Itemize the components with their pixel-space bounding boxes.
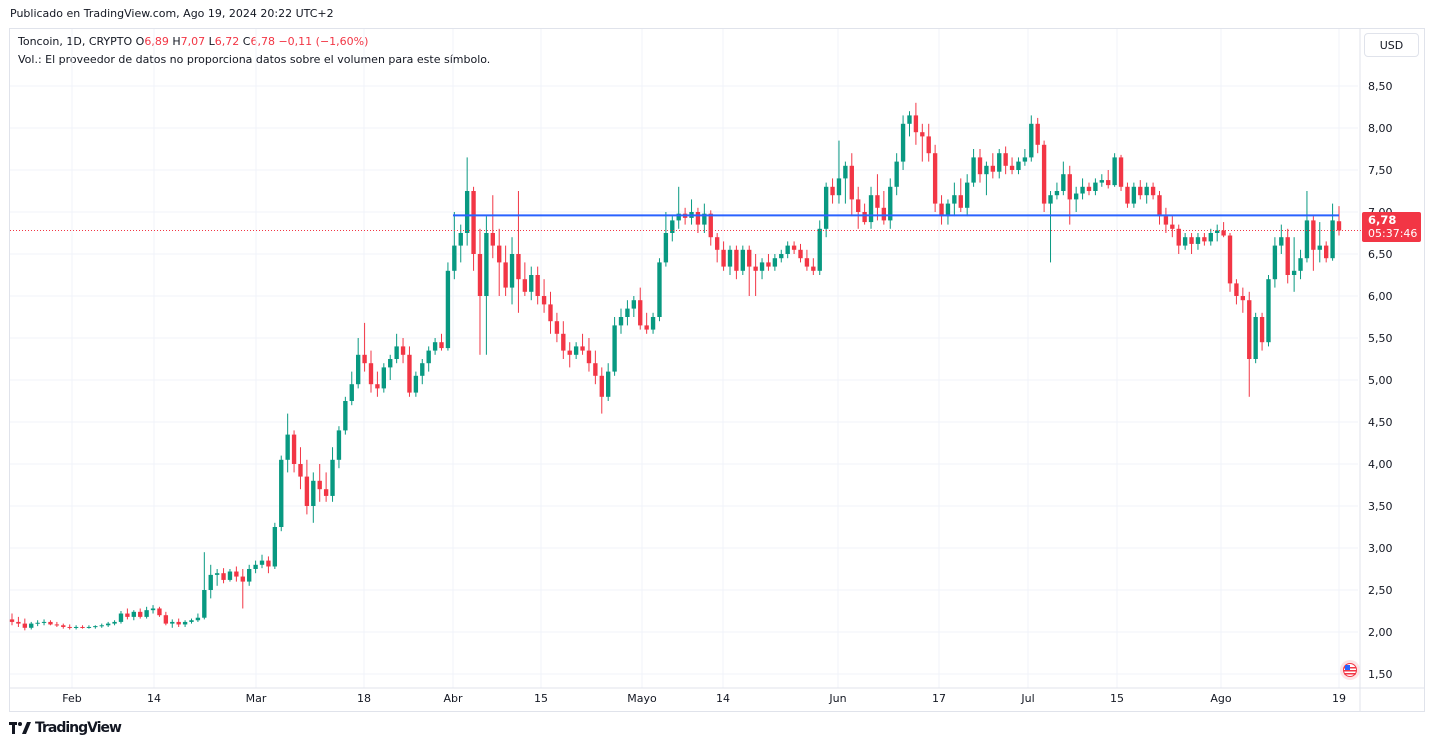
tradingview-logo-icon xyxy=(9,722,31,734)
ohlc-open: O6,89 xyxy=(135,35,169,48)
chart-frame[interactable] xyxy=(9,28,1425,712)
price-change: −0,11 (−1,60%) xyxy=(278,35,369,48)
volume-note: Vol.: El proveedor de datos no proporcio… xyxy=(18,53,491,66)
last-price: 6,78 xyxy=(1368,213,1397,227)
tradingview-footer[interactable]: TradingView xyxy=(9,720,122,736)
tradingview-brand: TradingView xyxy=(35,720,122,736)
bar-countdown: 05:37:46 xyxy=(1368,227,1418,240)
symbol-legend[interactable]: Toncoin, 1D, CRYPTO O6,89 H7,07 L6,72 C6… xyxy=(18,35,368,48)
published-caption: Publicado en TradingView.com, Ago 19, 20… xyxy=(10,7,334,20)
currency-button[interactable]: USD xyxy=(1364,33,1419,57)
us-flag-icon[interactable] xyxy=(1340,660,1360,680)
ohlc-high: H7,07 xyxy=(172,35,206,48)
symbol-name: Toncoin, 1D, CRYPTO xyxy=(18,35,133,48)
ohlc-close: C6,78 xyxy=(242,35,275,48)
last-price-tag: 6,78 05:37:46 xyxy=(1362,212,1421,242)
ohlc-low: L6,72 xyxy=(208,35,240,48)
